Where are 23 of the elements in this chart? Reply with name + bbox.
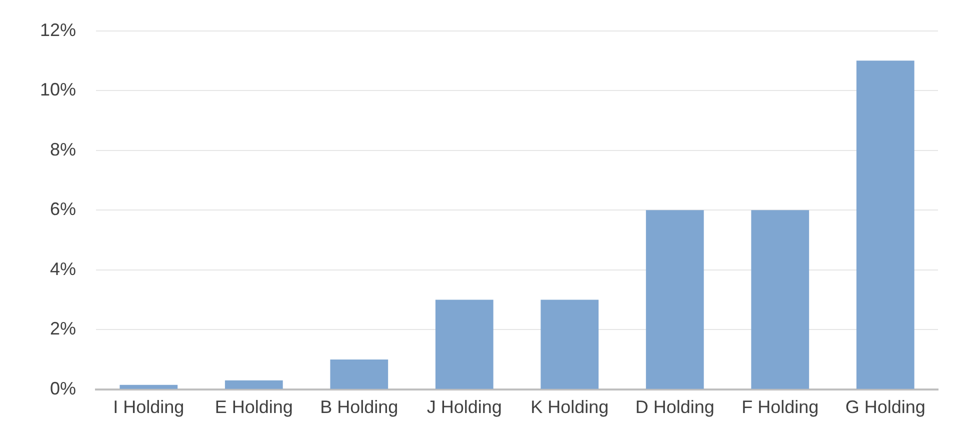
x-tick-label: I Holding	[113, 397, 184, 418]
x-tick-label: G Holding	[845, 397, 926, 418]
x-tick-label: F Holding	[742, 397, 819, 418]
bar	[330, 360, 388, 389]
bar	[435, 300, 494, 389]
y-tick-label: 10%	[40, 80, 76, 100]
bar	[751, 210, 810, 389]
bar	[120, 384, 178, 389]
x-tick-label: E Holding	[214, 397, 293, 418]
y-tick-label: 2%	[50, 318, 76, 339]
y-tick-label: 12%	[40, 20, 76, 40]
x-tick-label: D Holding	[635, 397, 714, 418]
bar	[646, 210, 704, 389]
bar	[540, 300, 599, 389]
bar	[224, 380, 283, 389]
y-tick-label: 0%	[50, 378, 76, 398]
x-tick-label: J Holding	[426, 397, 502, 418]
bar	[856, 60, 914, 389]
x-tick-label: B Holding	[320, 397, 398, 418]
y-tick-label: 6%	[50, 199, 76, 220]
y-tick-label: 4%	[50, 258, 76, 279]
x-tick-label: K Holding	[530, 397, 609, 418]
y-tick-label: 8%	[50, 139, 76, 160]
